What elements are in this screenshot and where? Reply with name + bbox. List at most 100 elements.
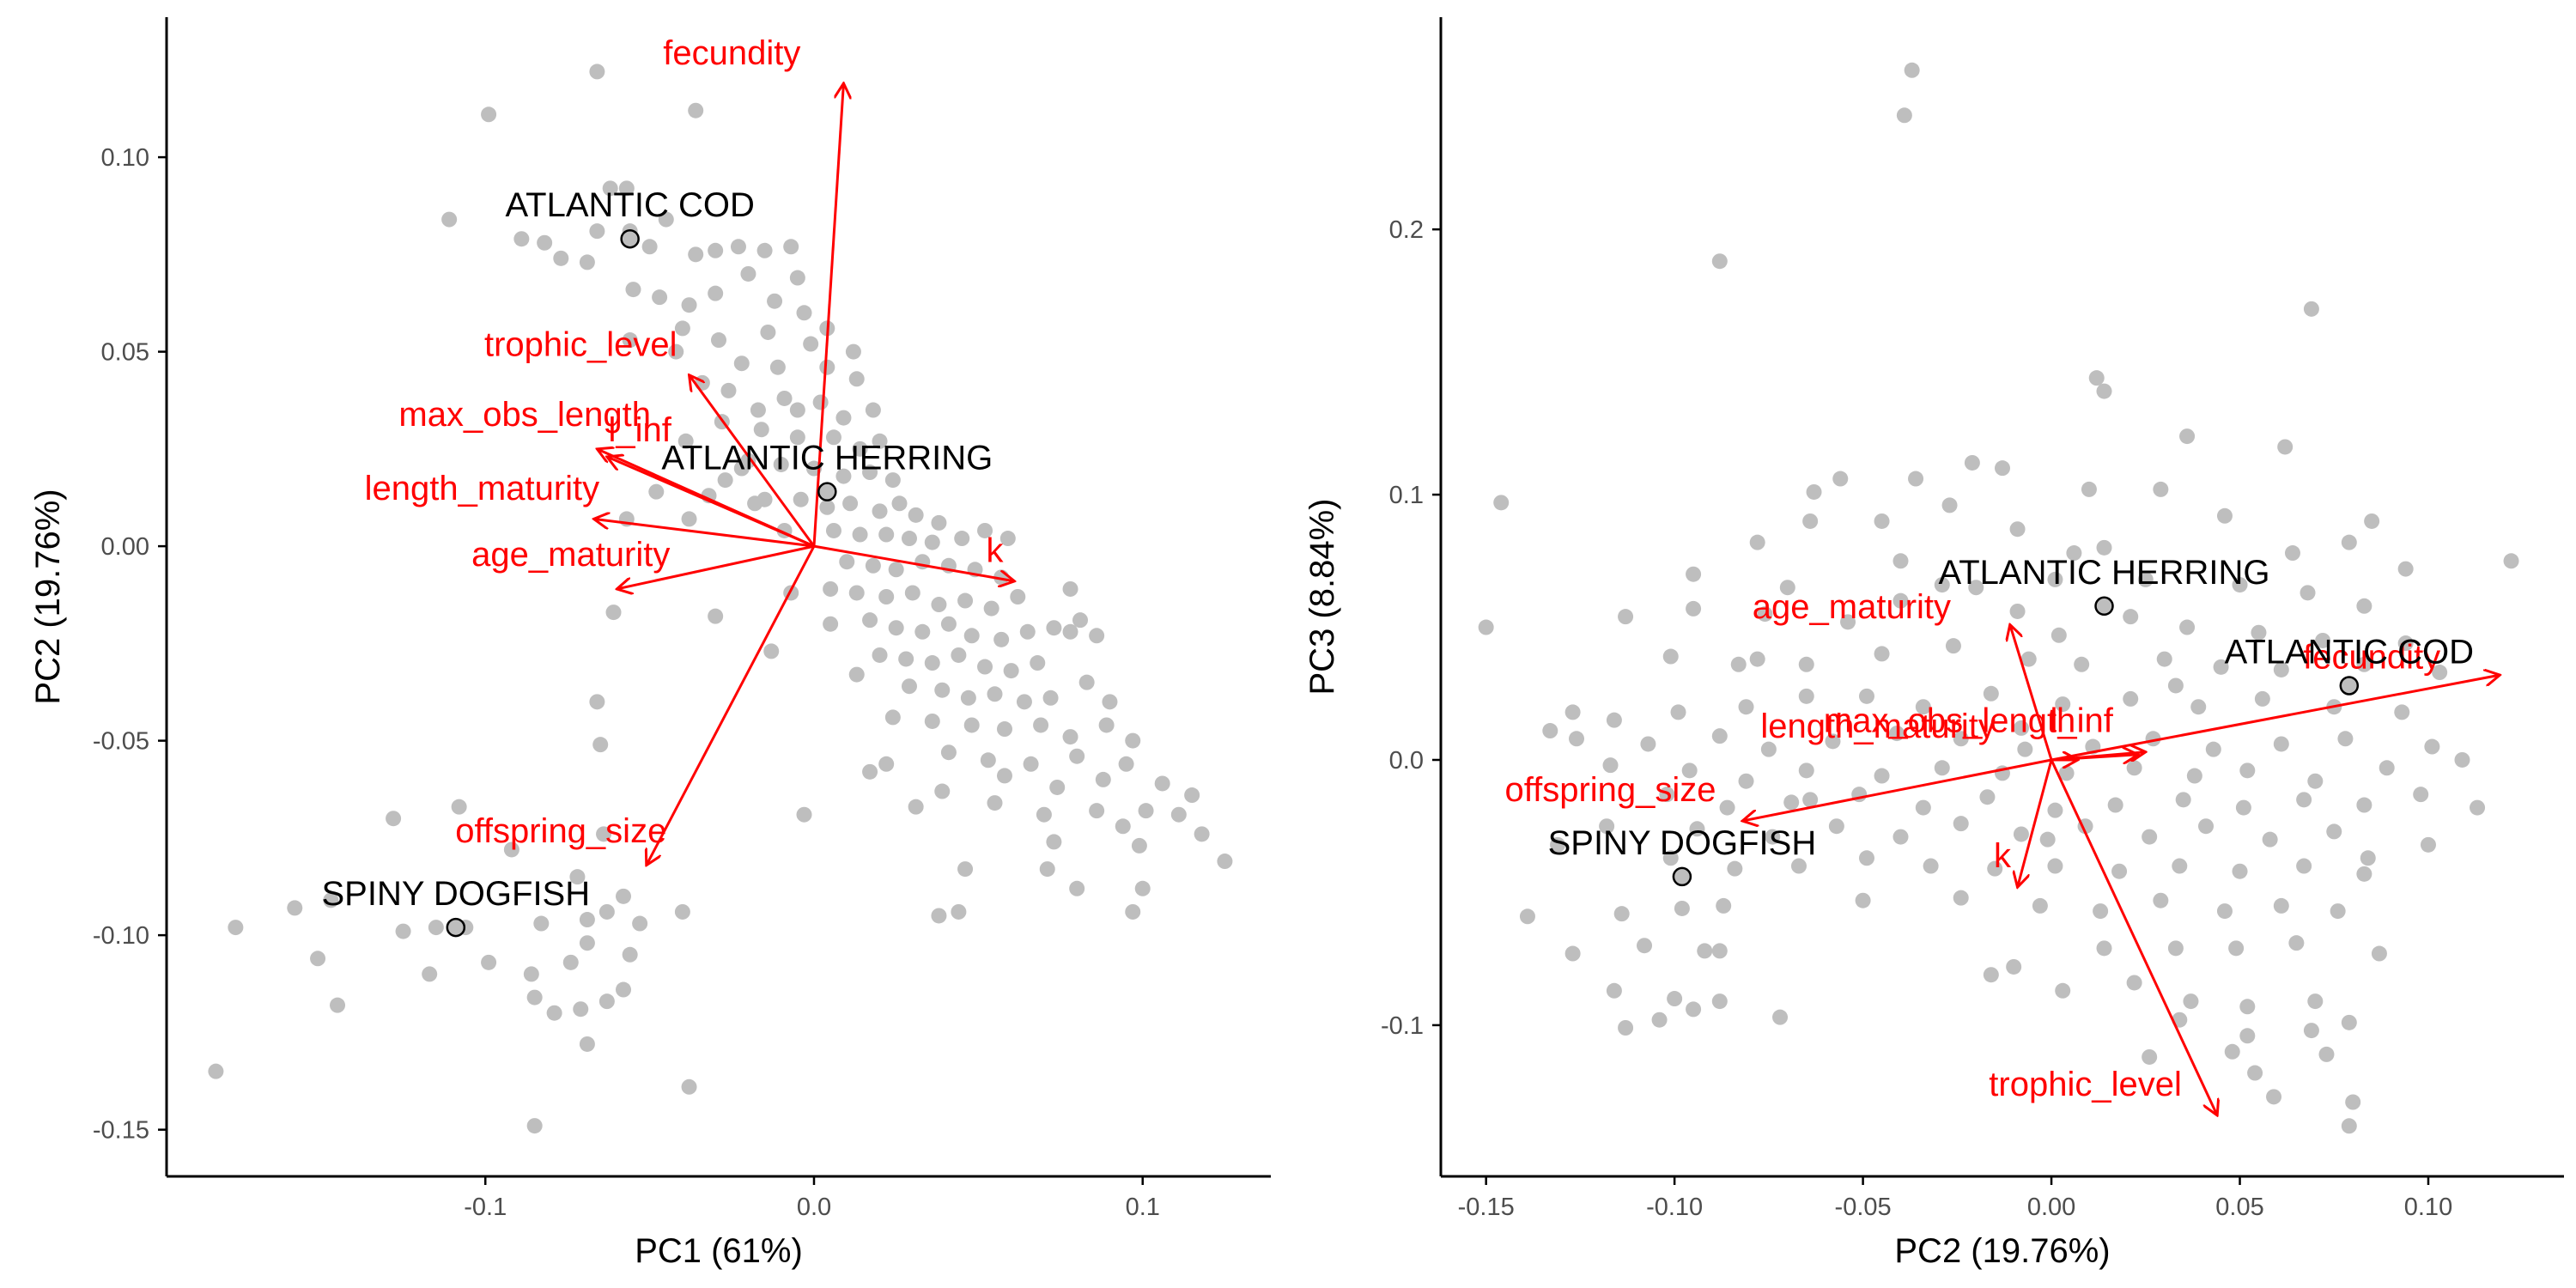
data-point — [2326, 823, 2342, 840]
data-point — [825, 429, 841, 446]
data-point — [2013, 826, 2029, 842]
data-point — [1564, 945, 1581, 962]
data-point — [2183, 993, 2199, 1010]
data-point — [598, 903, 615, 920]
data-point — [681, 1078, 697, 1095]
data-point — [2318, 1046, 2335, 1062]
loading-label-k: k — [1994, 837, 2012, 875]
data-point — [803, 336, 819, 352]
data-point — [2088, 370, 2105, 386]
loading-label-k: k — [987, 532, 1005, 570]
data-point — [1904, 62, 1920, 78]
loading-label-offspring-size: offspring_size — [1504, 771, 1716, 809]
data-point — [934, 682, 951, 698]
data-point — [819, 499, 835, 515]
data-point — [1832, 471, 1849, 487]
right-panel-pc2-pc3: fecundity age_maturity length_maturitymax_… — [1303, 17, 2564, 1270]
data-point — [823, 616, 839, 632]
x-tick-label: 0.0 — [797, 1194, 831, 1221]
data-point — [2190, 699, 2207, 715]
loading-label-offspring-size: offspring_size — [455, 812, 666, 850]
data-point — [908, 799, 924, 815]
loading-label-length-maturity: length_maturity — [1760, 708, 1995, 745]
species-point — [2094, 596, 2114, 617]
data-point — [1674, 900, 1690, 916]
data-point — [1072, 612, 1089, 629]
data-point — [812, 394, 829, 410]
data-point — [2341, 534, 2357, 550]
data-point — [1953, 816, 1969, 832]
data-point — [1964, 454, 1980, 471]
data-point — [2360, 850, 2376, 866]
data-point — [924, 713, 940, 729]
data-point — [1968, 580, 1984, 596]
data-point — [2424, 738, 2440, 755]
data-point — [756, 242, 773, 258]
data-point — [526, 989, 543, 1005]
data-point — [1095, 771, 1111, 787]
species-label: SPINY DOGFISH — [1548, 824, 1817, 862]
data-point — [1062, 580, 1078, 597]
data-point — [1046, 620, 1062, 636]
y-tick-label: 0.2 — [1389, 216, 1424, 244]
data-point — [310, 951, 326, 967]
data-point — [2371, 945, 2387, 962]
data-point — [658, 211, 674, 228]
data-point — [1915, 699, 1931, 715]
data-point — [2123, 609, 2139, 625]
data-point — [2186, 768, 2202, 784]
data-point — [819, 359, 835, 375]
data-point — [2216, 903, 2233, 920]
data-point — [951, 903, 967, 920]
data-point — [2235, 799, 2251, 816]
data-point — [720, 382, 737, 398]
data-point — [481, 106, 497, 123]
data-point — [2379, 760, 2395, 776]
x-tick-label: 0.10 — [2404, 1194, 2452, 1221]
data-point — [1915, 799, 1931, 816]
data-point — [1134, 880, 1151, 896]
data-point — [1478, 619, 1494, 635]
data-point — [2020, 651, 2037, 667]
data-point — [1049, 779, 1066, 795]
data-point — [747, 495, 763, 512]
data-point — [616, 981, 632, 998]
species-point — [446, 917, 466, 938]
data-point — [957, 592, 974, 609]
data-point — [848, 666, 865, 683]
data-point — [717, 472, 733, 489]
data-point — [2111, 863, 2128, 879]
data-point — [2126, 975, 2142, 991]
data-point — [1003, 663, 1019, 679]
y-axis-title: PC2 (19.76%) — [29, 489, 67, 704]
data-point — [1662, 648, 1679, 665]
data-point — [2413, 787, 2429, 803]
data-point — [2266, 1089, 2282, 1105]
data-point — [776, 390, 793, 406]
data-point — [589, 223, 605, 240]
data-point — [2032, 897, 2048, 914]
data-point — [546, 1005, 562, 1021]
data-point — [2273, 897, 2289, 914]
data-point — [1686, 566, 1702, 582]
data-point — [1858, 850, 1874, 866]
data-point — [2126, 760, 2142, 776]
data-point — [733, 460, 750, 477]
data-point — [1010, 589, 1026, 605]
species-point — [817, 482, 837, 501]
data-point — [1217, 854, 1233, 870]
data-point — [2228, 940, 2245, 957]
data-point — [2337, 731, 2354, 747]
data-point — [852, 526, 868, 543]
data-point — [2050, 627, 2067, 643]
x-tick-label: 0.05 — [2215, 1194, 2263, 1221]
data-point — [1995, 460, 2010, 477]
data-point — [878, 756, 895, 772]
data-point — [789, 429, 805, 446]
species-label: SPINY DOGFISH — [321, 875, 590, 913]
x-axis-title: PC2 (19.76%) — [1894, 1232, 2110, 1270]
data-point — [1738, 773, 1754, 789]
data-point — [1719, 799, 1735, 816]
data-point — [2047, 802, 2063, 818]
